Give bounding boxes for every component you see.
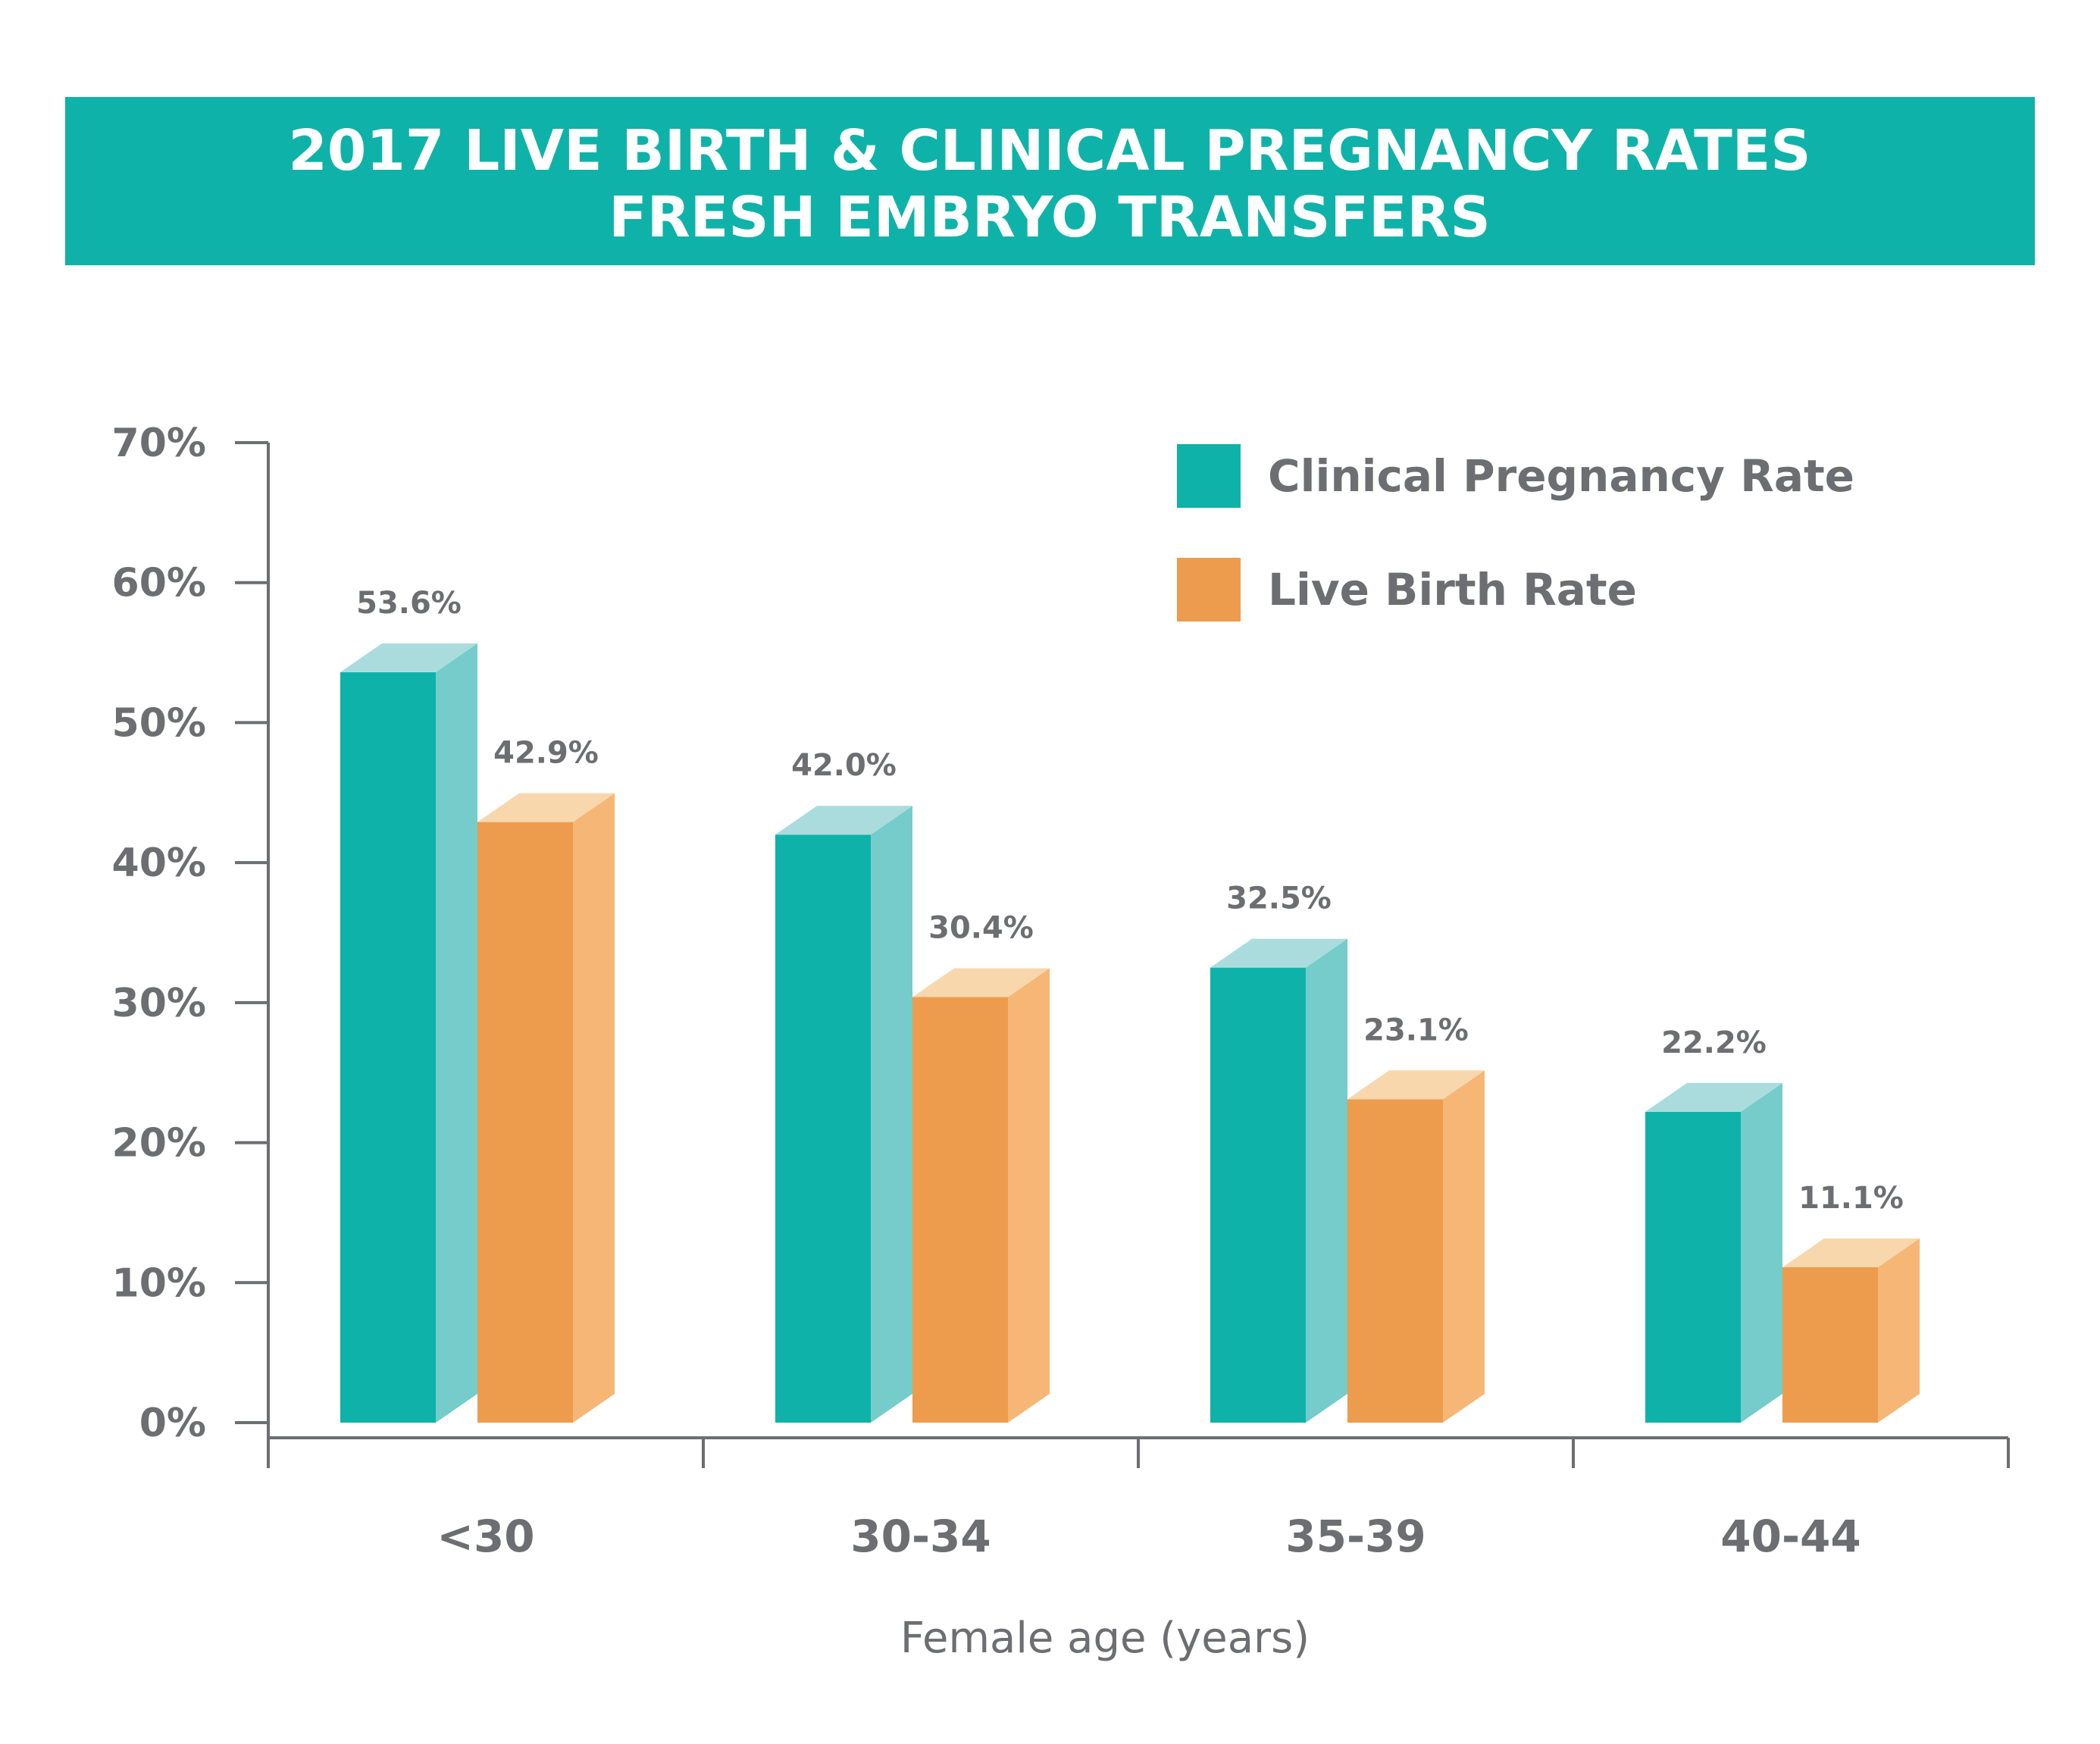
bars: 53.6% 42.9% 42.0% 30.4% 32.5% 23.1% 22.2% 11.1%	[340, 586, 1920, 1423]
bar-side	[871, 806, 912, 1423]
bar-side	[436, 643, 477, 1423]
y-tick-label: 70%	[112, 421, 206, 466]
bar-front	[1210, 967, 1306, 1423]
y-tick-label: 50%	[112, 700, 206, 746]
bar-side	[1306, 938, 1347, 1423]
legend-swatch	[1177, 444, 1241, 508]
x-axis: <30 30-34 35-39 40-44	[267, 1436, 2010, 1562]
bar-front	[340, 672, 436, 1423]
y-tick-label: 10%	[112, 1260, 206, 1306]
chart-title-line-2: FRESH EMBRYO TRANSFERS	[609, 185, 1491, 250]
bar-top	[775, 806, 912, 835]
legend: Clinical Pregnancy Rate Live Birth Rate	[1177, 444, 1854, 622]
data-label: 23.1%	[1363, 1013, 1469, 1047]
legend-swatch	[1177, 558, 1241, 622]
x-tick-label: 35-39	[1285, 1511, 1426, 1562]
bar-top	[1347, 1070, 1485, 1100]
bar-side	[1878, 1238, 1920, 1423]
data-label: 30.4%	[928, 910, 1034, 945]
data-label: 53.6%	[356, 586, 462, 621]
bar-top	[1210, 938, 1347, 968]
bar-side	[573, 793, 615, 1423]
bar-front	[1645, 1111, 1741, 1423]
y-tick-label: 30%	[112, 981, 206, 1026]
legend-label: Clinical Pregnancy Rate	[1268, 450, 1854, 502]
bar-side	[1008, 968, 1050, 1423]
data-label: 42.9%	[493, 736, 599, 771]
bar-front	[477, 822, 573, 1423]
data-label: 22.2%	[1661, 1025, 1767, 1060]
y-tick-label: 20%	[112, 1121, 206, 1166]
x-tick-label: 30-34	[850, 1511, 991, 1562]
y-axis: 0% 10% 20% 30% 40% 50% 60% 70%	[112, 421, 270, 1446]
x-tick-label: 40-44	[1720, 1511, 1861, 1562]
bar-top	[477, 793, 615, 822]
data-label: 11.1%	[1798, 1181, 1904, 1216]
bar-top	[340, 643, 477, 672]
bar-side	[1741, 1082, 1782, 1423]
bar-front	[912, 997, 1008, 1423]
bar-top	[1645, 1082, 1782, 1112]
y-tick-label: 0%	[139, 1401, 206, 1446]
x-axis-title: Female age (years)	[900, 1614, 1310, 1663]
bar-front	[775, 834, 871, 1423]
bar-front	[1782, 1267, 1878, 1423]
data-label: 32.5%	[1226, 881, 1332, 916]
bar-front	[1347, 1099, 1443, 1423]
bar-top	[1782, 1238, 1920, 1267]
chart-title-line-1: 2017 LIVE BIRTH & CLINICAL PREGNANCY RAT…	[288, 118, 1811, 183]
bar-top	[912, 968, 1050, 997]
y-tick-label: 60%	[112, 561, 206, 606]
x-tick-label: <30	[437, 1511, 534, 1562]
y-tick-label: 40%	[112, 841, 206, 886]
legend-label: Live Birth Rate	[1268, 564, 1637, 615]
title-banner	[65, 97, 2035, 265]
data-label: 42.0%	[791, 748, 897, 783]
bar-side	[1443, 1070, 1485, 1423]
